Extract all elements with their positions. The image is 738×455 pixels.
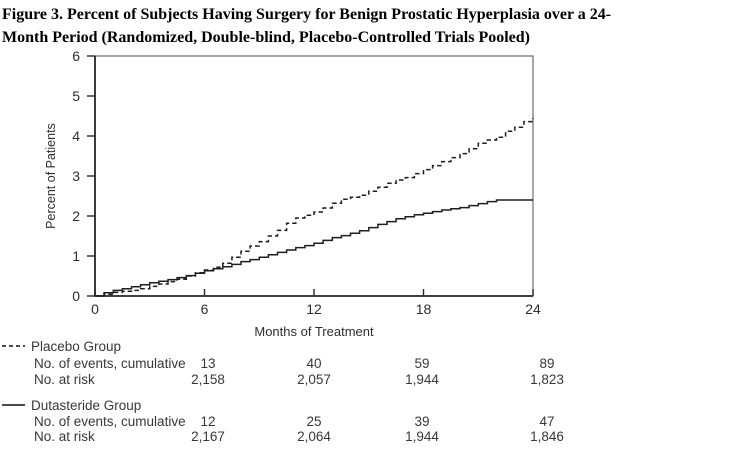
x-tick-label: 18: [416, 301, 432, 317]
chart-curves: [95, 118, 534, 297]
dutasteride-events-m24: 47: [539, 414, 555, 429]
x-tick-label: 6: [201, 301, 209, 317]
dutasteride-events-m12: 25: [306, 414, 322, 429]
y-tick-label: 0: [72, 288, 80, 304]
placebo-events-m24: 89: [539, 356, 555, 371]
y-axis-title: Percent of Patients: [44, 123, 58, 229]
dutasteride-risk-m12: 2,064: [297, 429, 331, 444]
x-tick-label: 24: [525, 301, 541, 317]
dutasteride-risk-m6: 2,167: [191, 429, 225, 444]
placebo-events-m18: 59: [414, 356, 430, 371]
y-tick-label: 5: [72, 88, 80, 104]
y-axis-ticks: 0 1 2 3 4 5 6: [72, 48, 95, 304]
y-tick-label: 2: [72, 208, 80, 224]
legend-label-dutasteride: Dutasteride Group: [31, 398, 142, 413]
x-axis-ticks: 0 6 12 18 24: [91, 289, 541, 317]
x-tick-label: 12: [306, 301, 322, 317]
placebo-dashed-line-icon: [2, 345, 25, 348]
y-tick-label: 3: [72, 168, 80, 184]
x-axis-title: Months of Treatment: [254, 324, 374, 339]
placebo-risk-m6: 2,158: [191, 372, 225, 387]
placebo-curve: [95, 118, 534, 297]
legend-row-placebo: Placebo Group: [2, 339, 121, 355]
placebo-risk-m12: 2,057: [297, 372, 331, 387]
figure-title: Figure 3. Percent of Subjects Having Sur…: [2, 3, 736, 49]
y-tick-label: 6: [72, 48, 80, 64]
row-label-events: No. of events, cumulative: [34, 414, 186, 429]
figure-title-line1: Figure 3. Percent of Subjects Having Sur…: [2, 6, 612, 23]
dutasteride-curve: [95, 199, 533, 297]
dutasteride-solid-line-icon: [2, 404, 25, 407]
figure-title-line2: Month Period (Randomized, Double-blind, …: [2, 29, 531, 46]
x-tick-label: 0: [91, 301, 99, 317]
legend-row-dutasteride: Dutasteride Group: [2, 398, 141, 414]
dutasteride-events-m6: 12: [200, 414, 216, 429]
placebo-events-m6: 13: [200, 356, 216, 371]
placebo-events-m12: 40: [306, 356, 322, 371]
row-label-events: No. of events, cumulative: [34, 356, 186, 371]
placebo-risk-m18: 1,944: [405, 372, 439, 387]
y-tick-label: 1: [72, 248, 80, 264]
dutasteride-risk-m24: 1,846: [530, 429, 564, 444]
legend-label-placebo: Placebo Group: [31, 339, 122, 354]
y-tick-label: 4: [72, 128, 80, 144]
row-label-at-risk: No. at risk: [34, 429, 95, 444]
row-label-at-risk: No. at risk: [34, 372, 95, 387]
placebo-risk-m24: 1,823: [530, 372, 564, 387]
dutasteride-events-m18: 39: [414, 414, 430, 429]
dutasteride-risk-m18: 1,944: [405, 429, 439, 444]
